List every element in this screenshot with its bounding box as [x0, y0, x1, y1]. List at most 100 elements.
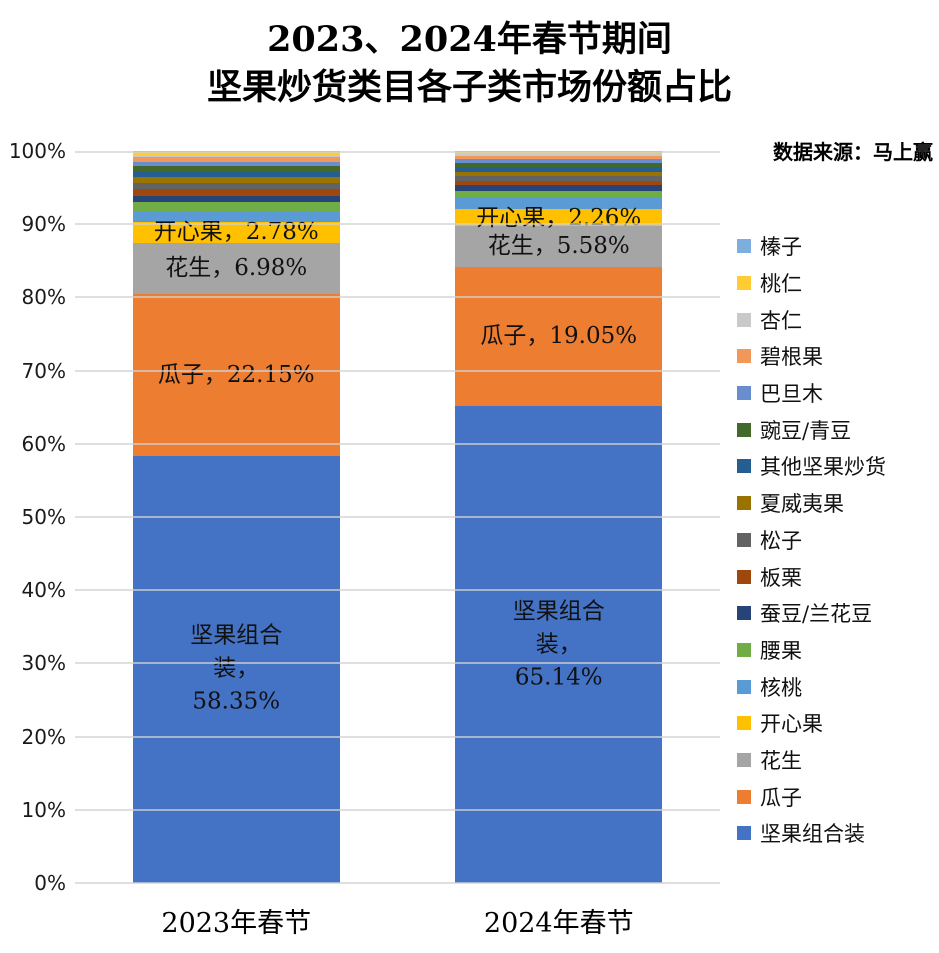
legend-swatch-icon [737, 606, 751, 621]
stacked-bar: 坚果组合装， 65.14% 瓜子，19.05% 花生，5.58% 开心果，2.26% [455, 151, 663, 883]
bar-segment [455, 154, 663, 156]
segment-label: 坚果组合装， 58.35% [190, 622, 283, 715]
legend-item: 花生 [737, 742, 886, 779]
bar-segment [455, 171, 663, 177]
segment-label: 开心果，2.26% [476, 204, 642, 231]
gridline [75, 735, 720, 738]
legend-swatch-icon [737, 349, 751, 364]
legend-item: 蚕豆/兰花豆 [737, 595, 886, 632]
gridline [75, 296, 720, 299]
bar-segment [132, 242, 340, 294]
legend-item: 巴旦木 [737, 375, 886, 412]
bar-segment [455, 176, 663, 181]
gridline [75, 369, 720, 372]
legend-label: 蚕豆/兰花豆 [760, 602, 873, 627]
gridline [75, 808, 720, 811]
legend-label: 桃仁 [760, 272, 802, 297]
y-tick-label: 10% [21, 797, 66, 822]
legend-item: 其他坚果炒货 [737, 448, 886, 485]
legend-swatch-icon [737, 422, 751, 437]
legend-label: 碧根果 [760, 345, 823, 370]
legend-swatch-icon [737, 312, 751, 327]
stacked-bar: 坚果组合装， 58.35% 瓜子，22.15% 花生，6.98% 开心果，2.78% [132, 151, 340, 883]
bar-segment [132, 155, 340, 158]
legend-item: 松子 [737, 522, 886, 559]
y-tick-label: 0% [34, 871, 66, 895]
legend-item: 瓜子 [737, 778, 886, 815]
legend-swatch-icon [737, 496, 751, 511]
bar-segment [455, 198, 663, 210]
bar-segment [132, 189, 340, 196]
y-tick-label: 60% [21, 431, 66, 456]
bar-segment [455, 166, 663, 172]
chart-title-line1: 2023、2024年春节期间 [267, 19, 672, 60]
bar-segment [132, 210, 340, 223]
gridline [75, 662, 720, 665]
legend-swatch-icon [737, 826, 751, 841]
segment-label: 花生，5.58% [487, 233, 630, 260]
bar-segment [132, 183, 340, 190]
legend-label: 腰果 [760, 638, 802, 663]
chart-title-line2: 坚果炒货类目各子类市场份额占比 [206, 67, 732, 108]
legend-swatch-icon [737, 386, 751, 401]
bar-segment [132, 157, 340, 162]
data-source-note: 数据来源：马上赢 [773, 140, 933, 164]
legend-item: 夏威夷果 [737, 485, 886, 522]
gridline [75, 223, 720, 226]
bar-segment [132, 195, 340, 202]
legend-label: 开心果 [760, 712, 823, 737]
bar-segment [455, 209, 663, 226]
legend-swatch-icon [737, 716, 751, 731]
legend-swatch-icon [737, 276, 751, 291]
legend-item: 核桃 [737, 668, 886, 705]
bar-segment [455, 155, 663, 159]
legend-swatch-icon [737, 679, 751, 694]
bar-segment [455, 151, 663, 155]
bar-segment [455, 266, 663, 407]
bar-segment [132, 455, 340, 883]
legend-item: 碧根果 [737, 338, 886, 375]
bar-segment [455, 180, 663, 186]
legend-swatch-icon [737, 239, 751, 254]
y-tick-label: 90% [21, 212, 66, 237]
y-tick-label: 70% [21, 358, 66, 383]
gridline [75, 882, 720, 884]
y-tick-label: 100% [8, 139, 66, 163]
bar-segment [455, 225, 663, 267]
bar-segment [455, 191, 663, 198]
legend-label: 巴旦木 [760, 382, 823, 407]
gridline [75, 442, 720, 445]
legend-item: 开心果 [737, 705, 886, 742]
legend-item: 桃仁 [737, 265, 886, 302]
legend-item: 腰果 [737, 632, 886, 669]
legend-label: 板栗 [760, 565, 802, 590]
legend-swatch-icon [737, 532, 751, 547]
legend-item: 坚果组合装 [737, 815, 886, 852]
legend-item: 板栗 [737, 558, 886, 595]
x-axis-label: 2024年春节 [483, 908, 634, 939]
legend-swatch-icon [737, 569, 751, 584]
legend: 榛子 桃仁 杏仁 碧根果 巴旦木 豌豆/青豆 其他坚果炒货 夏威夷果 松子 板栗 蚕豆/兰花豆 腰果核… [737, 228, 886, 852]
y-tick-label: 30% [21, 651, 66, 676]
legend-label: 核桃 [760, 675, 802, 700]
plot-area: 坚果组合装， 58.35% 瓜子，22.15% 花生，6.98% 开心果，2.78% 坚… [75, 151, 720, 884]
legend-label: 花生 [760, 748, 802, 773]
legend-label: 松子 [760, 528, 802, 553]
bar-segment [132, 222, 340, 243]
bar-segment [132, 171, 340, 178]
legend-label: 豌豆/青豆 [760, 418, 852, 443]
gridline [75, 151, 720, 153]
legend-label: 瓜子 [760, 785, 802, 810]
legend-label: 其他坚果炒货 [760, 455, 886, 480]
legend-swatch-icon [737, 789, 751, 804]
segment-label: 瓜子，19.05% [480, 323, 638, 350]
bar-segment [132, 177, 340, 184]
legend-item: 榛子 [737, 228, 886, 265]
bar-segment [455, 185, 663, 192]
bar-segment [132, 166, 340, 172]
legend-label: 夏威夷果 [760, 492, 844, 517]
y-tick-label: 50% [21, 505, 66, 529]
legend-swatch-icon [737, 752, 751, 767]
legend-swatch-icon [737, 459, 751, 474]
